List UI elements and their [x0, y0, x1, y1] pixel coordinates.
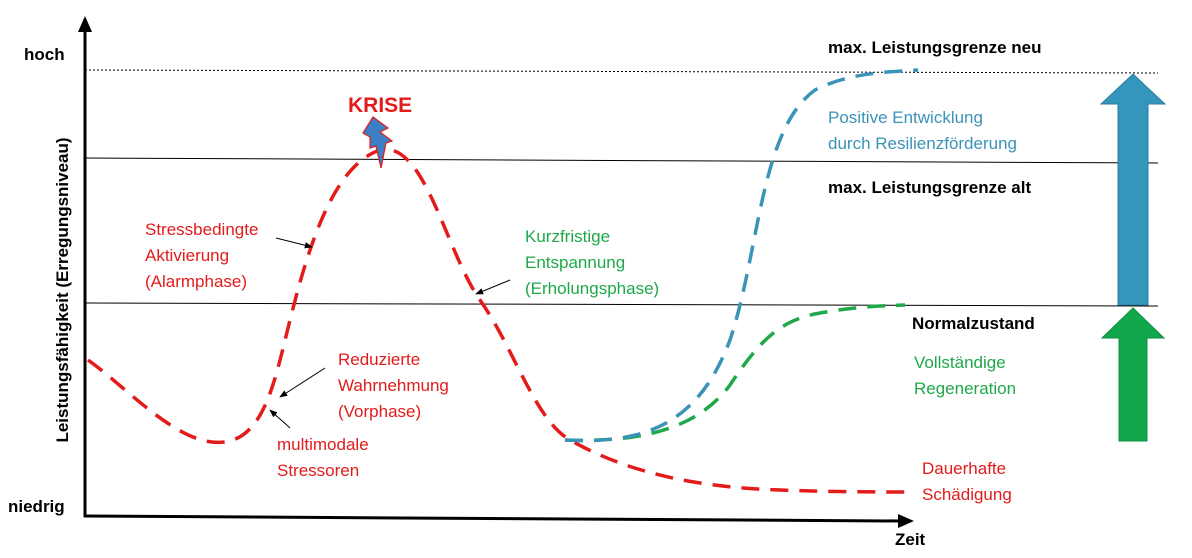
regeneration-arrow: [1100, 307, 1166, 442]
new-limit-label: max. Leistungsgrenze neu: [828, 38, 1042, 57]
svg-text:Regeneration: Regeneration: [914, 379, 1016, 398]
normal-label: Normalzustand: [912, 314, 1035, 333]
new-limit-line: [84, 69, 1159, 74]
y-axis-label: Leistungsfähigkeit (Erregungsniveau): [53, 137, 72, 442]
svg-text:Wahrnehmung: Wahrnehmung: [338, 376, 449, 395]
svg-text:Kurzfristige: Kurzfristige: [525, 227, 610, 246]
svg-text:Schädigung: Schädigung: [922, 485, 1012, 504]
alarm-annotation: Stressbedingte Aktivierung (Alarmphase): [145, 220, 258, 291]
regeneration-annotation: Vollständige Regeneration: [914, 353, 1016, 398]
regeneration-curve: [564, 303, 906, 443]
old-limit-label: max. Leistungsgrenze alt: [828, 178, 1031, 197]
svg-text:multimodale: multimodale: [277, 435, 369, 454]
svg-text:Reduzierte: Reduzierte: [338, 350, 420, 369]
damage-annotation: Dauerhafte Schädigung: [922, 459, 1012, 504]
svg-text:Aktivierung: Aktivierung: [145, 246, 229, 265]
svg-text:(Vorphase): (Vorphase): [338, 402, 421, 421]
svg-text:(Erholungsphase): (Erholungsphase): [525, 279, 659, 298]
relax-annotation: Kurzfristige Entspannung (Erholungsphase…: [525, 227, 659, 298]
svg-text:Stressbedingte: Stressbedingte: [145, 220, 258, 239]
old-limit-line: [84, 157, 1159, 164]
svg-text:Dauerhafte: Dauerhafte: [922, 459, 1006, 478]
vorphase-pointer: [279, 367, 326, 398]
resilience-arrow: [1099, 73, 1167, 306]
x-axis-arrowhead: [898, 514, 914, 528]
svg-text:(Alarmphase): (Alarmphase): [145, 272, 247, 291]
stressors-pointer: [269, 409, 291, 429]
y-axis-arrowhead: [78, 16, 92, 32]
svg-text:Vollständige: Vollständige: [914, 353, 1006, 372]
stress-curve: [86, 147, 911, 494]
vorphase-annotation: Reduzierte Wahrnehmung (Vorphase): [338, 350, 449, 421]
y-high-label: hoch: [24, 45, 65, 64]
y-low-label: niedrig: [8, 497, 65, 516]
svg-text:Entspannung: Entspannung: [525, 253, 625, 272]
x-axis: [83, 514, 901, 523]
stressors-annotation: multimodale Stressoren: [277, 435, 369, 480]
lightning-icon: [362, 116, 394, 169]
x-axis-label: Zeit: [895, 530, 926, 549]
svg-text:Positive Entwicklung: Positive Entwicklung: [828, 108, 983, 127]
relax-pointer: [475, 279, 511, 295]
resilience-curve: [564, 68, 919, 443]
positive-annotation: Positive Entwicklung durch Resilienzförd…: [828, 108, 1017, 153]
crisis-label: KRISE: [348, 94, 412, 117]
alarm-pointer: [275, 237, 313, 249]
svg-text:Stressoren: Stressoren: [277, 461, 359, 480]
svg-text:durch Resilienzförderung: durch Resilienzförderung: [828, 134, 1017, 153]
normal-line: [84, 302, 1159, 307]
